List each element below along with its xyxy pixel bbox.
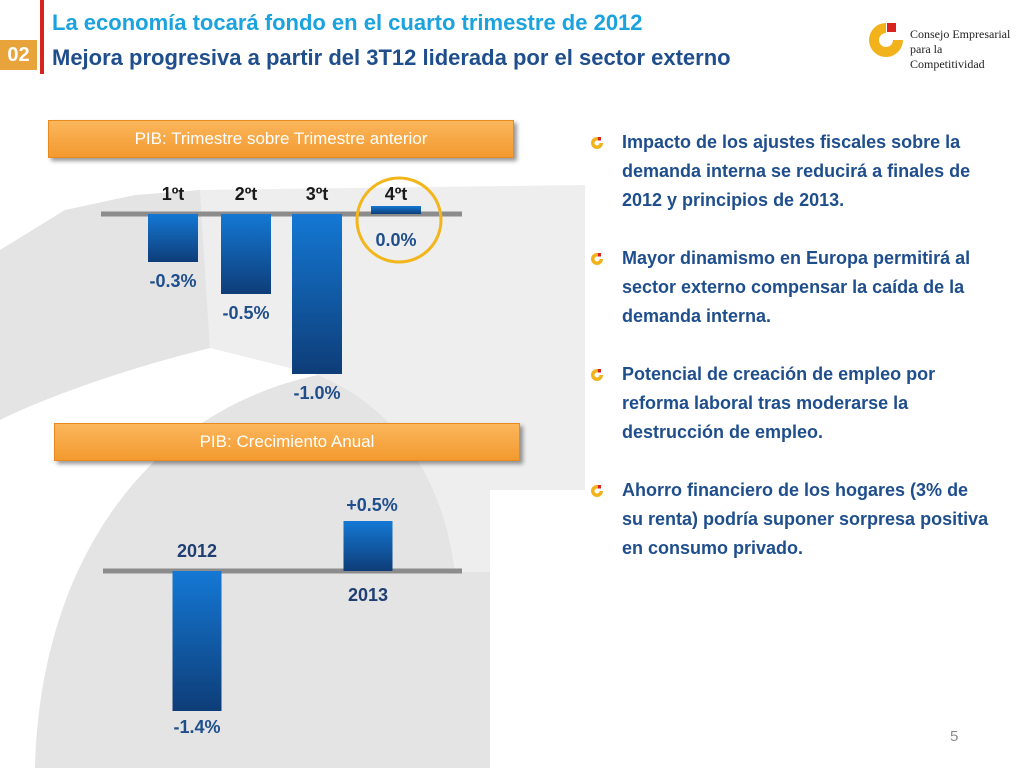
bar-3 xyxy=(292,214,342,374)
category-label: 1ºt xyxy=(162,184,185,204)
bar-1 xyxy=(148,214,198,262)
category-label: 3ºt xyxy=(306,184,329,204)
logo-line: Consejo Empresarial xyxy=(910,27,1011,41)
annual-chart-header: PIB: Crecimiento Anual xyxy=(54,423,520,461)
quarterly-chart-header: PIB: Trimestre sobre Trimestre anterior xyxy=(48,120,514,158)
page-number: 5 xyxy=(950,728,959,745)
bullet-item: Impacto de los ajustes fiscales sobre la… xyxy=(590,128,990,215)
slide-subtitle: Mejora progresiva a partir del 3T12 lide… xyxy=(52,45,731,70)
title-accent-bar xyxy=(40,0,44,74)
logo-line: para la xyxy=(910,42,943,56)
value-label: +0.5% xyxy=(346,495,398,515)
value-label: -1.0% xyxy=(293,383,340,403)
value-label: -0.3% xyxy=(149,271,196,291)
logo-line: Competitividad xyxy=(910,57,985,71)
bar-2012 xyxy=(172,571,222,711)
section-number-badge: 02 xyxy=(0,40,37,70)
highlight-circle xyxy=(355,176,443,264)
value-label: 0.0% xyxy=(375,230,416,250)
logo-text: Consejo Empresarial para la Competitivid… xyxy=(910,27,1010,72)
category-label: 4ºt xyxy=(385,184,408,204)
category-label: 2013 xyxy=(348,585,388,605)
logo-mark-icon xyxy=(869,23,903,57)
bullet-list: Impacto de los ajustes fiscales sobre la… xyxy=(590,128,990,563)
bullet-text: Ahorro financiero de los hogares (3% de … xyxy=(622,480,989,558)
bar-4 xyxy=(371,206,421,214)
bar-2013 xyxy=(343,521,393,571)
bullet-text: Mayor dinamismo en Europa permitirá al s… xyxy=(622,248,971,326)
company-logo: Consejo Empresarial para la Competitivid… xyxy=(866,18,1016,78)
bullet-logo-icon xyxy=(591,137,603,149)
category-label: 2ºt xyxy=(235,184,258,204)
bullet-text: Impacto de los ajustes fiscales sobre la… xyxy=(622,132,971,210)
slide-title: La economía tocará fondo en el cuarto tr… xyxy=(52,10,643,35)
bullet-logo-icon xyxy=(591,369,603,381)
bullet-logo-icon xyxy=(591,485,603,497)
value-label: -0.5% xyxy=(222,303,269,323)
bullet-logo-icon xyxy=(591,253,603,265)
value-label: -1.4% xyxy=(173,717,220,737)
bar-2 xyxy=(221,214,271,294)
bullet-item: Ahorro financiero de los hogares (3% de … xyxy=(590,476,990,563)
bullet-item: Potencial de creación de empleo por refo… xyxy=(590,360,990,447)
category-label: 2012 xyxy=(177,541,217,561)
bullet-text: Potencial de creación de empleo por refo… xyxy=(622,364,936,442)
bullet-item: Mayor dinamismo en Europa permitirá al s… xyxy=(590,244,990,331)
